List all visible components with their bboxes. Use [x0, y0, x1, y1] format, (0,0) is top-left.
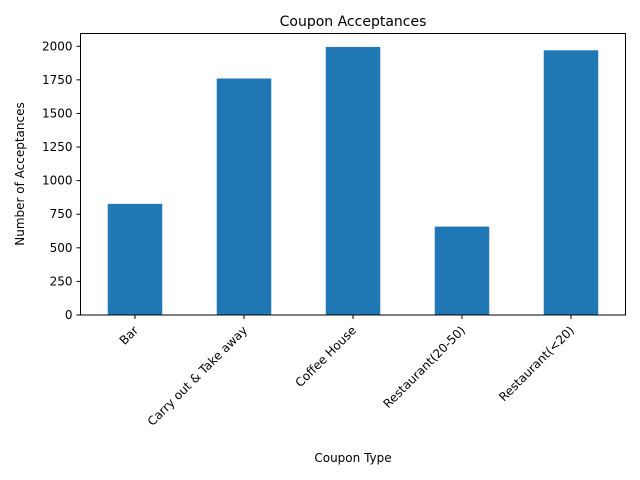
x-tick-label-0: Bar	[117, 323, 141, 347]
y-tick-label-0: 0	[65, 308, 73, 322]
y-tick-label-4: 1000	[42, 174, 73, 188]
chart-title: Coupon Acceptances	[280, 14, 427, 30]
plot-frame	[80, 33, 626, 316]
y-tick-label-1: 250	[50, 274, 73, 288]
y-axis: 0 250 500 750 1000 1250 1500 1750 2000	[42, 39, 81, 322]
bar-3	[434, 226, 490, 315]
y-tick-label-2: 500	[50, 241, 73, 255]
x-tick-label-4: Restaurant(<20)	[496, 323, 577, 404]
y-tick-label-7: 1750	[42, 73, 73, 87]
bar-2	[325, 46, 381, 315]
y-tick-label-8: 2000	[42, 39, 73, 53]
y-tick-label-5: 1250	[42, 140, 73, 154]
bar-4	[543, 50, 599, 315]
y-tick-label-3: 750	[50, 207, 73, 221]
x-tick-label-3: Restaurant(20-50)	[380, 323, 468, 411]
x-axis: Bar Carry out & Take away Coffee House Rest…	[117, 315, 577, 429]
y-tick-label-6: 1500	[42, 106, 73, 120]
y-axis-label: Number of Acceptances	[13, 102, 27, 246]
bar-1	[216, 78, 272, 316]
bar-0	[107, 203, 163, 315]
x-axis-label: Coupon Type	[314, 451, 391, 465]
x-tick-label-2: Coffee House	[293, 323, 360, 390]
bar-series	[107, 46, 599, 316]
x-tick-label-1: Carry out & Take away	[145, 323, 250, 428]
